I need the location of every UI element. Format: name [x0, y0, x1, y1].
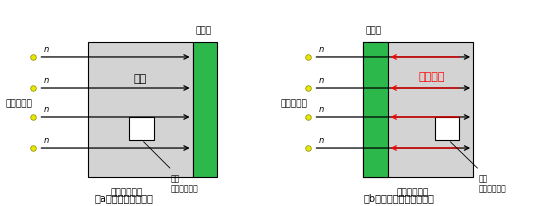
- Bar: [129, 117, 154, 140]
- Text: 測定器: 測定器: [366, 26, 382, 35]
- Text: n: n: [319, 45, 324, 54]
- Text: n: n: [44, 135, 50, 144]
- Text: n: n: [44, 104, 50, 113]
- Bar: [363, 43, 388, 177]
- Text: n: n: [319, 104, 324, 113]
- Bar: [192, 43, 217, 177]
- Text: n: n: [319, 135, 324, 144]
- Text: （a）透過中性子測定: （a）透過中性子測定: [94, 192, 153, 202]
- Text: 測定器: 測定器: [195, 26, 212, 35]
- Text: n: n: [319, 76, 324, 84]
- Text: 欠陥
（空隙や水）: 欠陥 （空隙や水）: [450, 142, 506, 192]
- Text: 欠陥
（空隙や水）: 欠陥 （空隙や水）: [144, 142, 198, 192]
- Bar: [363, 43, 473, 177]
- Text: 中性子入射: 中性子入射: [6, 98, 32, 108]
- Text: n: n: [44, 45, 50, 54]
- Text: n: n: [44, 76, 50, 84]
- Text: 透過: 透過: [134, 73, 147, 83]
- Text: コンクリート: コンクリート: [111, 187, 142, 196]
- Text: 後方散乱: 後方散乱: [419, 71, 445, 81]
- Bar: [88, 43, 192, 177]
- Text: コンクリート: コンクリート: [397, 187, 428, 196]
- Text: （b）後方散乱中性子測定: （b）後方散乱中性子測定: [364, 192, 434, 202]
- Bar: [434, 117, 459, 140]
- Text: 中性子入射: 中性子入射: [280, 98, 307, 108]
